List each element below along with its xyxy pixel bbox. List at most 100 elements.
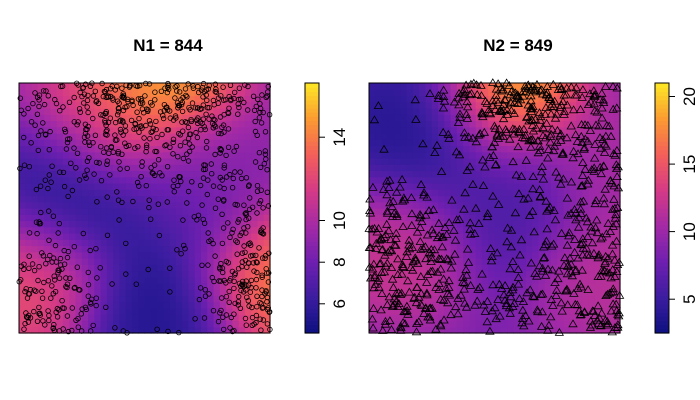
point [257,164,264,171]
heatmap-cell [131,145,139,153]
heatmap-cell [450,308,458,315]
heatmap-cell [507,295,514,303]
heatmap-cell [25,276,33,284]
heatmap-cell [381,233,389,240]
heatmap-cell [238,164,246,172]
heatmap-cell [444,208,452,215]
colorbar-segment [305,278,319,284]
heatmap-cell [582,189,590,197]
heatmap-cell [69,208,77,215]
point [580,164,590,173]
heatmap-cell [94,183,102,190]
heatmap-cell [50,139,58,147]
heatmap-cell [481,151,489,159]
point [386,263,397,271]
point [570,299,580,308]
point [607,240,618,249]
heatmap-cell [219,176,227,184]
heatmap-cell [369,158,376,165]
heatmap-cell [19,158,26,165]
heatmap-cell [62,108,70,115]
point [370,279,381,288]
point [246,182,252,188]
heatmap-cell [31,208,39,215]
heatmap-cell [263,314,271,322]
heatmap-cell [475,183,483,190]
heatmap-cell [450,233,458,240]
heatmap-cell [488,289,496,297]
point [578,234,588,243]
heatmap-cell [69,151,77,159]
heatmap-cell [263,270,271,278]
point [548,300,558,309]
heatmap-cell [569,208,577,215]
heatmap-cell [394,308,401,315]
heatmap-cell [387,83,395,90]
heatmap-cell [169,283,177,290]
heatmap-cell [138,145,146,153]
heatmap-cell [588,233,596,240]
heatmap-cell [450,226,458,234]
heatmap-cell [507,214,514,222]
heatmap-cell [525,214,533,222]
heatmap-cell [488,120,496,128]
heatmap-cell [100,158,108,165]
point [48,295,54,301]
heatmap-cell [25,89,33,97]
point [206,104,212,111]
heatmap-cell [582,83,590,90]
heatmap-cell [463,220,471,228]
heatmap-cell [500,270,508,278]
point [444,218,454,226]
point [551,290,561,299]
heatmap-cell [25,289,33,297]
heatmap-cell [519,151,527,159]
heatmap-cell [113,114,121,122]
heatmap-cell [157,95,164,103]
heatmap-cell [138,251,146,259]
heatmap-cell [394,145,401,153]
point [76,106,83,112]
heatmap-cell [400,133,408,140]
point [122,104,128,110]
heatmap-cell [475,114,483,122]
heatmap-cell [50,89,58,97]
heatmap-cell [412,239,420,247]
heatmap-cell [450,220,458,228]
point [460,132,470,141]
point [52,277,58,283]
heatmap-cell [31,120,39,128]
heatmap-cell [244,108,252,115]
heatmap-cell [131,126,139,134]
point [170,183,176,189]
heatmap-cell [375,289,383,297]
colorbar-segment [305,328,319,334]
colorbar-segment [655,253,669,259]
heatmap-cell [62,264,70,272]
heatmap-cell [263,283,271,290]
point [532,305,542,314]
point [212,88,218,95]
panel-1-heatmap [19,83,271,334]
heatmap-cell [381,214,389,222]
point [245,241,252,247]
heatmap-cell [488,283,496,290]
heatmap-cell [569,183,577,190]
heatmap-cell [500,133,508,140]
point [482,317,492,326]
heatmap-cell [44,320,51,328]
point [517,314,528,322]
heatmap-cell [50,145,58,153]
heatmap-cell [494,120,502,128]
heatmap-cell [387,164,395,172]
point [539,253,550,261]
heatmap-cell [607,233,615,240]
heatmap-cell [582,295,590,303]
point [566,259,576,268]
heatmap-cell [182,264,190,272]
heatmap-cell [532,326,540,334]
heatmap-cell [194,301,202,309]
heatmap-cell [75,101,83,109]
heatmap-cell [494,258,502,265]
heatmap-cell [25,226,33,234]
